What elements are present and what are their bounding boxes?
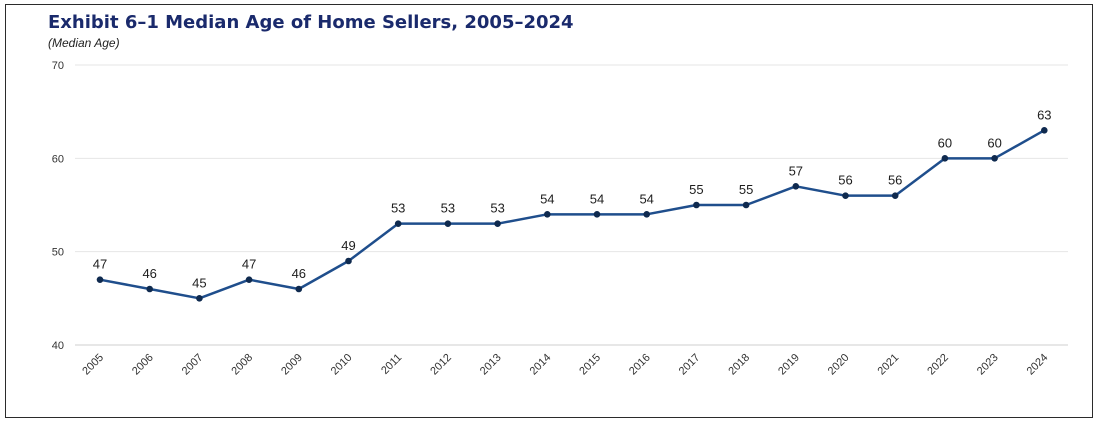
chart-title: Exhibit 6–1 Median Age of Home Sellers, … [48,12,574,33]
data-point [891,192,899,199]
x-tick-label: 2016 [627,352,653,378]
x-tick-label: 2008 [229,352,255,378]
y-tick-label: 50 [52,247,64,259]
x-tick-label: 2012 [428,352,454,378]
x-tick-label: 2022 [925,352,951,378]
data-point [295,285,303,293]
data-point [991,155,998,162]
data-label: 57 [789,163,803,178]
data-label: 56 [838,173,852,188]
x-tick-label: 2024 [1025,352,1051,378]
x-tick-label: 2019 [776,352,802,378]
data-label: 55 [689,182,703,197]
data-point [394,220,402,227]
x-tick-label: 2011 [379,352,404,377]
x-tick-label: 2010 [329,352,355,378]
data-label: 56 [888,173,902,188]
data-point [345,257,352,265]
data-point [643,211,650,218]
data-point [842,192,849,199]
data-label: 45 [192,275,206,290]
x-tick-label: 2021 [876,352,902,378]
data-label: 60 [987,135,1001,150]
data-label: 60 [938,135,952,150]
x-tick-label: 2013 [478,352,504,378]
x-tick-label: 2020 [826,352,852,378]
data-label: 46 [292,266,306,281]
gridlines [75,64,1068,346]
data-label: 47 [93,257,107,272]
data-label: 63 [1037,107,1051,122]
data-label: 54 [590,191,604,206]
data-point [1041,127,1048,134]
data-label: 55 [739,182,753,197]
data-label: 46 [142,266,156,281]
data-point [196,295,203,302]
y-axis: 40 50 60 70 [52,60,64,352]
data-point [693,201,700,209]
data-point [593,211,601,218]
data-point [941,155,949,162]
data-point [245,276,253,283]
series-median-age: 47 46 45 47 46 49 53 53 53 54 54 54 55 55 57 56 56 60 60 63 [93,107,1052,302]
data-label: 53 [490,201,504,216]
chart-subtitle: (Median Age) [48,36,120,50]
data-label: 54 [639,191,653,206]
x-tick-label: 2018 [726,352,752,378]
series-line [99,129,1045,300]
x-tick-label: 2009 [279,352,305,378]
y-tick-label: 60 [52,153,64,165]
x-tick-label: 2006 [130,352,156,378]
x-tick-label: 2014 [528,352,554,378]
y-tick-label: 40 [52,340,64,352]
data-point [544,211,551,218]
data-label: 53 [391,201,405,216]
data-label: 53 [441,201,455,216]
x-tick-label: 2023 [975,352,1001,378]
x-axis: 2005 2006 2007 2008 2009 2010 2011 2012 2013 2014… [80,352,1050,378]
data-point [792,183,800,190]
chart-frame [5,4,1093,418]
x-tick-label: 2017 [677,352,703,378]
x-tick-label: 2007 [180,352,206,378]
data-point [742,201,750,209]
data-label: 54 [540,191,554,206]
data-label: 47 [242,257,256,272]
data-point [96,276,104,283]
y-tick-label: 70 [52,60,64,72]
data-label: 49 [341,238,355,253]
x-tick-label: 2005 [80,352,106,378]
data-point [494,220,501,227]
x-tick-label: 2015 [577,352,603,378]
data-point [444,220,452,227]
data-point [146,285,153,293]
